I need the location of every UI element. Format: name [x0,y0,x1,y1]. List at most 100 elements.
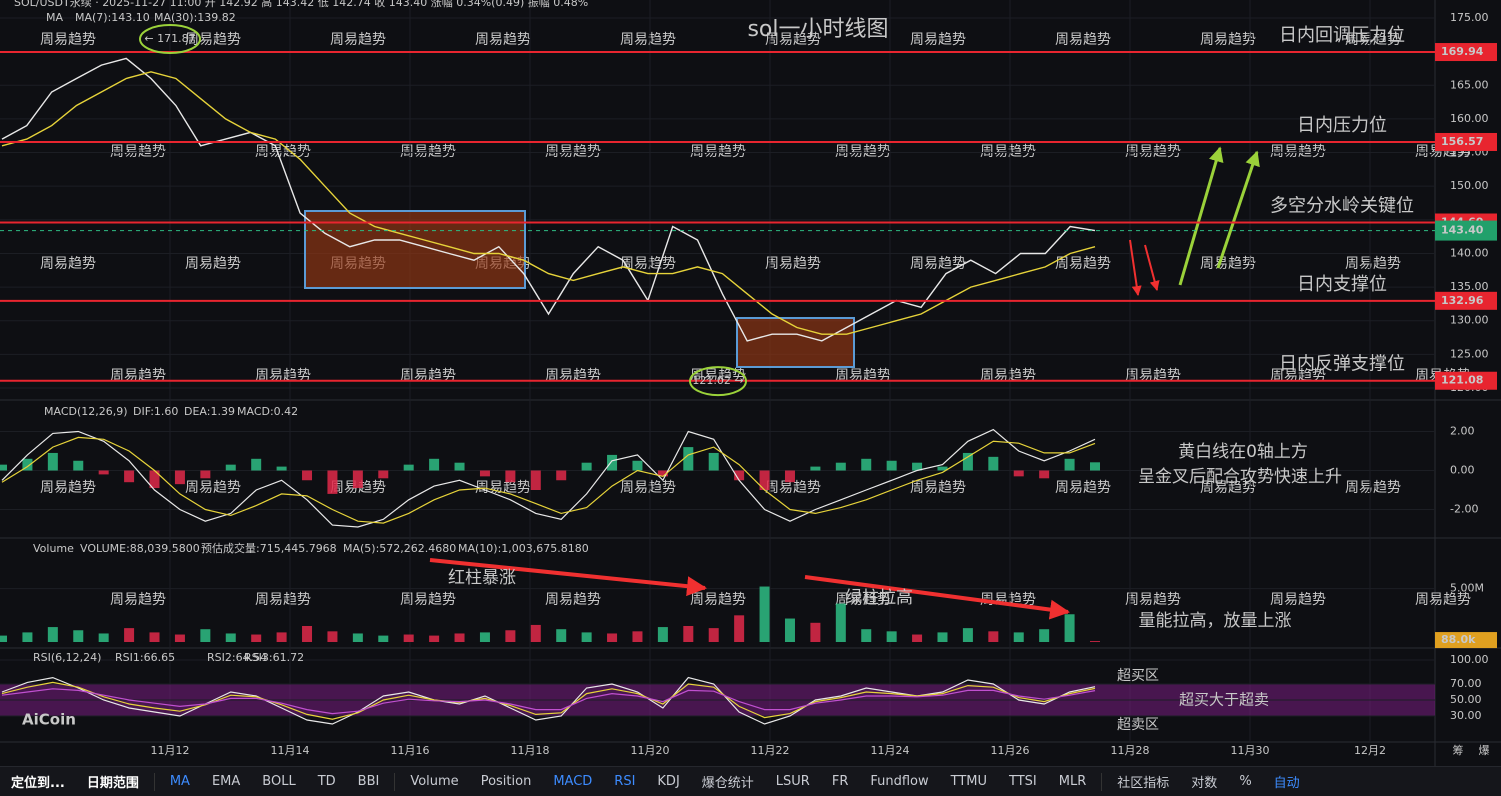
arrow [1216,150,1260,269]
volume-name: Volume [33,542,74,555]
y-tick-label: 50.00 [1450,693,1482,706]
watermark: 周易趋势 [835,592,891,608]
x-tick-label: 11月16 [391,744,430,757]
macd-bar [581,462,592,471]
macd-bar [302,470,313,481]
line [1,71,1096,335]
toolbar-item[interactable]: MLR [1058,774,1087,789]
watermark: 周易趋势 [1415,592,1471,608]
toolbar-item[interactable]: LSUR [775,774,810,789]
toolbar-item[interactable]: Position [480,774,532,789]
y-tick-label: -2.00 [1450,503,1478,516]
toolbar-item[interactable]: Fundflow [870,774,929,789]
last-price-label: 143.40 [1441,224,1484,237]
watermark: 周易趋势 [765,256,821,272]
macd-bar [1064,458,1075,471]
volume-bar [937,632,948,642]
toolbar-item[interactable]: 自动 [1273,776,1300,791]
arrow [804,575,1070,620]
logo: AiCoin [22,711,76,729]
watermark: 周易趋势 [185,256,241,272]
macd-bar [225,464,236,471]
macd-bar [98,470,109,475]
volume-tag [1435,632,1497,649]
macd-bar [835,462,846,471]
macd-name: MACD(12,26,9) [44,405,128,418]
y-tick-label: 175.00 [1450,11,1489,24]
y-tick-label: 150.00 [1450,179,1489,192]
watermark: 周易趋势 [400,144,456,160]
ma30-label: MA(30):139.82 [154,11,236,24]
macd-bar [200,470,211,479]
x-extra-label: 爆 [1479,743,1490,757]
toolbar-item[interactable]: TD [317,774,336,789]
toolbar-item[interactable]: 对数 [1191,776,1218,791]
watermark: 周易趋势 [690,592,746,608]
line [1,681,1096,720]
toolbar-item[interactable]: TTSI [1009,774,1037,789]
arrow [429,558,707,597]
macd-bar [352,470,363,489]
watermark: 周易趋势 [1200,480,1256,496]
plot [0,57,1100,725]
annotation: 超买区 [1117,668,1159,684]
macd-bar [149,470,160,489]
volume-bar [734,615,745,642]
watermark: 周易趋势 [545,592,601,608]
toolbar-item[interactable]: Volume [410,774,459,789]
watermark: 周易趋势 [40,480,96,496]
volume-tag-label: 88.0k [1441,633,1476,646]
volume-bar [988,631,999,642]
toolbar-item[interactable]: KDJ [657,774,680,789]
macd-bar [73,460,84,471]
watermark: 周易趋势 [40,256,96,272]
estimate-label: 预估成交量:715,445.7968 [201,541,337,555]
toolbar-item[interactable]: FR [831,774,849,789]
toolbar-item[interactable]: MA [169,774,190,789]
macd-label: MACD:0.42 [237,405,298,418]
toolbar-item[interactable]: 定位到... [11,776,65,791]
toolbar-item[interactable]: TTMU [950,774,988,789]
macd-bar [1013,470,1024,477]
volume-bar [251,634,262,642]
macd-bar [988,456,999,471]
watermark: 周易趋势 [1345,32,1401,48]
high-label: ← 171.87 [144,32,195,45]
macd-bar [479,470,490,477]
volume-bar [0,635,7,642]
watermark: 周易趋势 [980,144,1036,160]
level-note: 日内支撑位 [1297,274,1387,295]
toolbar-item[interactable]: 社区指标 [1117,776,1170,791]
arrow [1129,239,1142,296]
y-tick-label: 125.00 [1450,347,1489,360]
macd-bar [1090,462,1100,471]
toolbar-item[interactable]: % [1239,774,1252,789]
watermark: 周易趋势 [620,480,676,496]
line [1,688,1096,715]
toolbar-item[interactable]: RSI [614,774,636,789]
volume-bar [1039,629,1050,642]
level-note: 日内压力位 [1297,115,1387,136]
toolbar-item[interactable]: MACD [553,774,593,789]
macd-bar [810,466,821,471]
volume-bar [683,626,694,642]
toolbar-item[interactable]: EMA [211,774,241,789]
toolbar-item[interactable]: BBI [357,774,380,789]
highlight-circle [139,24,201,55]
volume-bar [581,632,592,642]
macd-bar [47,452,58,471]
toolbar-item[interactable]: 爆仓统计 [701,776,754,791]
rsi-legend: RSI2:64.54 [207,651,267,664]
macd-bar [759,470,770,490]
y-tick-label: 70.00 [1450,677,1482,690]
macd-bar [403,464,414,471]
toolbar-item[interactable]: 日期范围 [86,776,139,791]
y-tick-label: 5.00M [1450,582,1484,595]
toolbar-item[interactable]: BOLL [262,774,296,789]
volume-bar [556,629,567,642]
ma5-label: MA(5):572,262.4680 [343,542,456,555]
watermark: 周易趋势 [910,256,966,272]
macd-bar [124,470,135,483]
volume-bar [886,631,897,642]
x-tick-label: 11月30 [1231,744,1270,757]
